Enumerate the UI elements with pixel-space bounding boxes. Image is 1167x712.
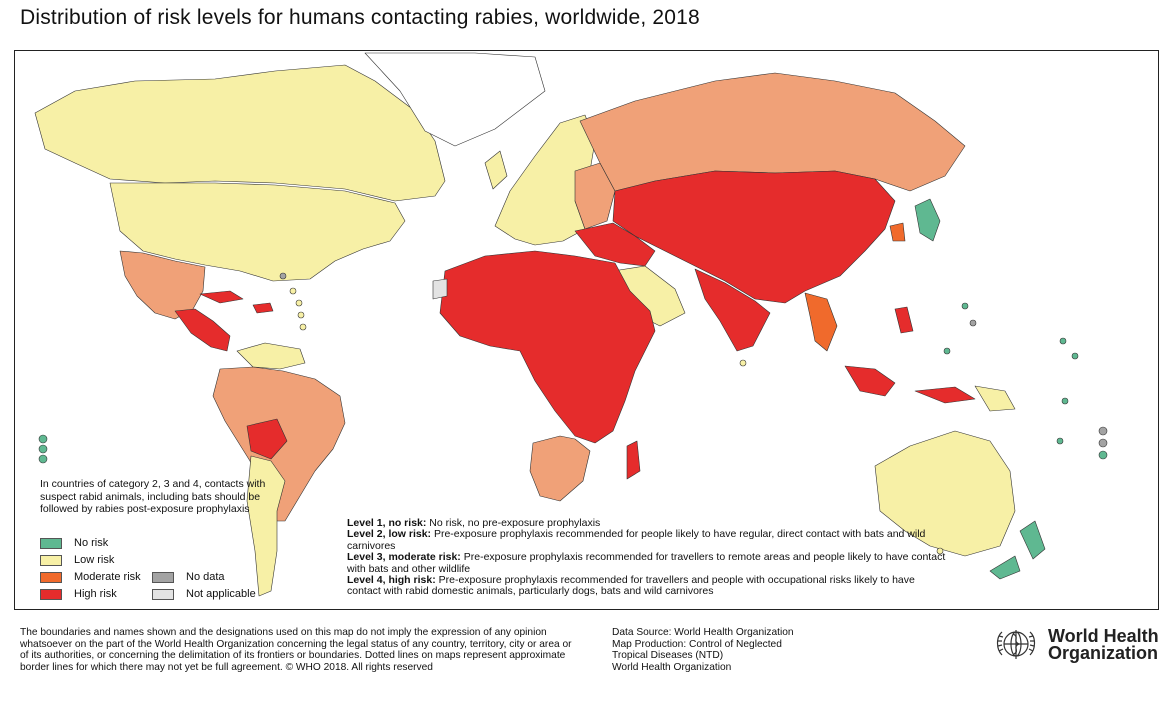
source-line: Tropical Diseases (NTD) [612, 650, 724, 662]
who-name: World Health Organization [1048, 626, 1159, 663]
legend-swatch-no-data [152, 571, 174, 583]
source-line: World Health Organization [612, 661, 732, 673]
region-australia [874, 430, 1016, 557]
level-4: Level 4, high risk: Pre-exposure prophyl… [347, 574, 947, 598]
level-text: Pre-exposure prophylaxis recommended for… [347, 574, 915, 598]
region-canada-alaska [34, 64, 446, 202]
island-dot [1071, 352, 1079, 360]
legend-not-applicable: Not applicable [152, 588, 256, 600]
region-indonesia [844, 365, 976, 404]
legend-label: No data [186, 571, 225, 583]
legend-swatch-moderate-risk [40, 571, 62, 583]
region-madagascar [626, 440, 641, 480]
region-central-asia-china [612, 170, 896, 304]
world-map-svg [34, 52, 1108, 597]
island-dot [1056, 437, 1064, 445]
legend-swatch-not-applicable [152, 588, 174, 600]
island-dot [289, 287, 297, 295]
legend-swatch-high-risk [40, 588, 62, 600]
island-dot [38, 434, 48, 444]
map-title: Distribution of risk levels for humans c… [20, 6, 700, 29]
island-dot [1061, 397, 1069, 405]
level-text: Pre-exposure prophylaxis recommended for… [347, 528, 926, 552]
level-text: No risk, no pre-exposure prophylaxis [429, 517, 601, 529]
region-se-asia [804, 292, 838, 352]
region-middle-east [574, 222, 656, 267]
legend-no-risk: No risk [40, 537, 108, 549]
who-name-line2: Organization [1048, 643, 1159, 663]
region-central-america [174, 308, 231, 352]
region-greenland [364, 52, 546, 147]
island-dot [295, 299, 303, 307]
island-dot [961, 302, 969, 310]
region-japan [914, 198, 941, 242]
region-africa [439, 250, 656, 444]
region-png [974, 385, 1016, 412]
level-text: Pre-exposure prophylaxis recommended for… [347, 551, 946, 575]
island-dot [1059, 337, 1067, 345]
island-dot [1098, 450, 1108, 460]
region-new-zealand [989, 520, 1046, 580]
level-heading: Level 2, low risk: [347, 528, 432, 541]
island-dot [299, 323, 307, 331]
legend-label: Moderate risk [74, 571, 141, 583]
category-note: In countries of category 2, 3 and 4, con… [40, 478, 266, 515]
legend-swatch-low-risk [40, 554, 62, 566]
island-dot [1098, 438, 1108, 448]
legend-label: No risk [74, 537, 109, 549]
who-logo: World Health Organization [990, 625, 1159, 665]
level-3: Level 3, moderate risk: Pre-exposure pro… [347, 551, 947, 575]
legend-low-risk: Low risk [40, 554, 114, 566]
source-line: Data Source: World Health Organization [612, 627, 794, 638]
island-dot [739, 359, 747, 367]
region-philippines [894, 306, 914, 334]
legend-moderate-risk: Moderate risk [40, 571, 141, 583]
level-heading: Level 3, moderate risk: [347, 551, 461, 564]
region-usa [109, 182, 406, 282]
island-dot [969, 319, 977, 327]
source-line: Map Production: Control of Neglected [612, 638, 782, 650]
region-korea [889, 222, 906, 242]
legend-high-risk: High risk [40, 588, 117, 600]
data-source: Data Source: World Health Organization M… [612, 627, 872, 673]
region-bolivia [246, 418, 288, 460]
level-1: Level 1, no risk: No risk, no pre-exposu… [347, 517, 947, 529]
region-southern-africa [529, 435, 591, 502]
island-dot [38, 444, 48, 454]
risk-level-definitions: Level 1, no risk: No risk, no pre-exposu… [347, 517, 947, 598]
region-south-america-north [236, 342, 306, 370]
island-dot [936, 547, 944, 555]
region-south-asia [694, 268, 771, 352]
world-map [14, 50, 1159, 610]
island-dot [297, 311, 305, 319]
region-southern-cone [246, 455, 286, 597]
legend-swatch-no-risk [40, 537, 62, 549]
region-caribbean [199, 290, 274, 314]
region-uk [484, 150, 508, 190]
level-heading: Level 1, no risk: [347, 517, 427, 529]
level-2: Level 2, low risk: Pre-exposure prophyla… [347, 529, 947, 552]
legend-no-data: No data [152, 571, 225, 583]
disclaimer: The boundaries and names shown and the d… [20, 627, 572, 673]
island-dot [38, 454, 48, 464]
legend-label: Low risk [74, 554, 115, 566]
legend-label: Not applicable [186, 588, 256, 600]
island-dot [943, 347, 951, 355]
island-dot [279, 272, 287, 280]
who-emblem-icon [996, 630, 1036, 659]
island-dot [1098, 426, 1108, 436]
legend-label: High risk [74, 588, 117, 600]
region-western-sahara [432, 278, 448, 300]
level-heading: Level 4, high risk: [347, 574, 436, 587]
who-name-line1: World Health [1048, 626, 1159, 646]
